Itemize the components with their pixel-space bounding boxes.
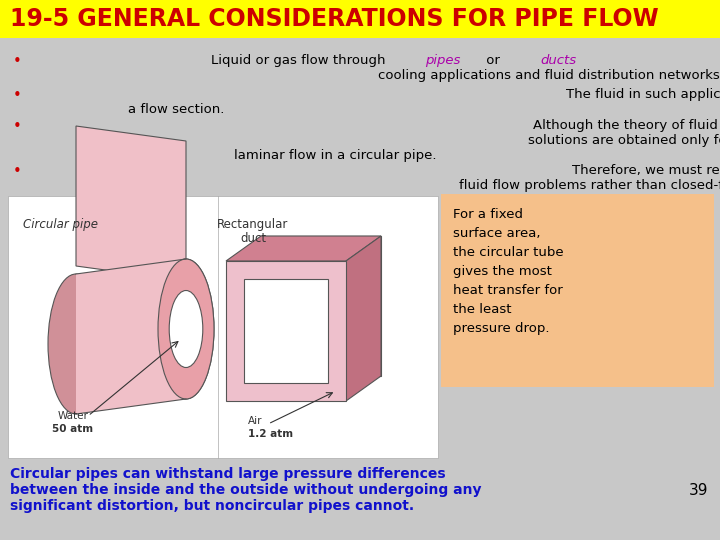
FancyBboxPatch shape: [8, 196, 438, 458]
Text: Circular pipes can withstand large pressure differences: Circular pipes can withstand large press…: [10, 467, 446, 481]
Text: cooling applications and fluid distribution networks.: cooling applications and fluid distribut…: [378, 69, 720, 82]
Text: or: or: [482, 54, 505, 67]
Text: ducts: ducts: [541, 54, 577, 67]
Ellipse shape: [158, 259, 214, 399]
Text: Circular pipe: Circular pipe: [23, 218, 98, 231]
Polygon shape: [346, 236, 381, 401]
Text: Liquid or gas flow through: Liquid or gas flow through: [211, 54, 390, 67]
Text: 19-5 GENERAL CONSIDERATIONS FOR PIPE FLOW: 19-5 GENERAL CONSIDERATIONS FOR PIPE FLO…: [10, 7, 659, 31]
Text: 1.2 atm: 1.2 atm: [248, 429, 293, 439]
Text: 50 atm: 50 atm: [53, 424, 94, 434]
Text: pipes: pipes: [425, 54, 460, 67]
Text: solutions are obtained only for a few simple cases such as fully developed: solutions are obtained only for a few si…: [528, 134, 720, 147]
Polygon shape: [244, 279, 328, 383]
Polygon shape: [261, 236, 381, 376]
Text: Air: Air: [248, 416, 263, 426]
Text: •: •: [13, 88, 22, 103]
Ellipse shape: [48, 274, 104, 414]
Text: •: •: [13, 119, 22, 134]
Polygon shape: [76, 126, 186, 281]
Text: fluid flow problems rather than closed-form analytical solutions.: fluid flow problems rather than closed-f…: [459, 179, 720, 192]
Text: For a fixed
surface area,
the circular tube
gives the most
heat transfer for
the: For a fixed surface area, the circular t…: [453, 208, 564, 335]
Text: a flow section.: a flow section.: [128, 103, 225, 116]
Text: The fluid in such applications is usually forced to flow by a fan or pump throug: The fluid in such applications is usuall…: [566, 88, 720, 101]
Text: Rectangular: Rectangular: [217, 218, 289, 231]
Ellipse shape: [158, 259, 214, 399]
Polygon shape: [76, 259, 186, 414]
Text: Therefore, we must rely on experimental results and empirical relations for most: Therefore, we must rely on experimental …: [572, 164, 720, 177]
Text: laminar flow in a circular pipe.: laminar flow in a circular pipe.: [235, 149, 437, 162]
Text: Water: Water: [58, 411, 89, 421]
Text: •: •: [13, 164, 22, 179]
Text: duct: duct: [240, 232, 266, 245]
Ellipse shape: [169, 291, 203, 368]
Text: Although the theory of fluid flow is reasonably well understood, theoretical: Although the theory of fluid flow is rea…: [533, 119, 720, 132]
Polygon shape: [226, 236, 381, 261]
FancyBboxPatch shape: [0, 0, 720, 38]
Text: between the inside and the outside without undergoing any: between the inside and the outside witho…: [10, 483, 482, 497]
Text: significant distortion, but noncircular pipes cannot.: significant distortion, but noncircular …: [10, 499, 414, 513]
Text: 39: 39: [688, 483, 708, 498]
Polygon shape: [226, 261, 346, 401]
FancyBboxPatch shape: [441, 194, 714, 387]
Text: •: •: [13, 54, 22, 69]
